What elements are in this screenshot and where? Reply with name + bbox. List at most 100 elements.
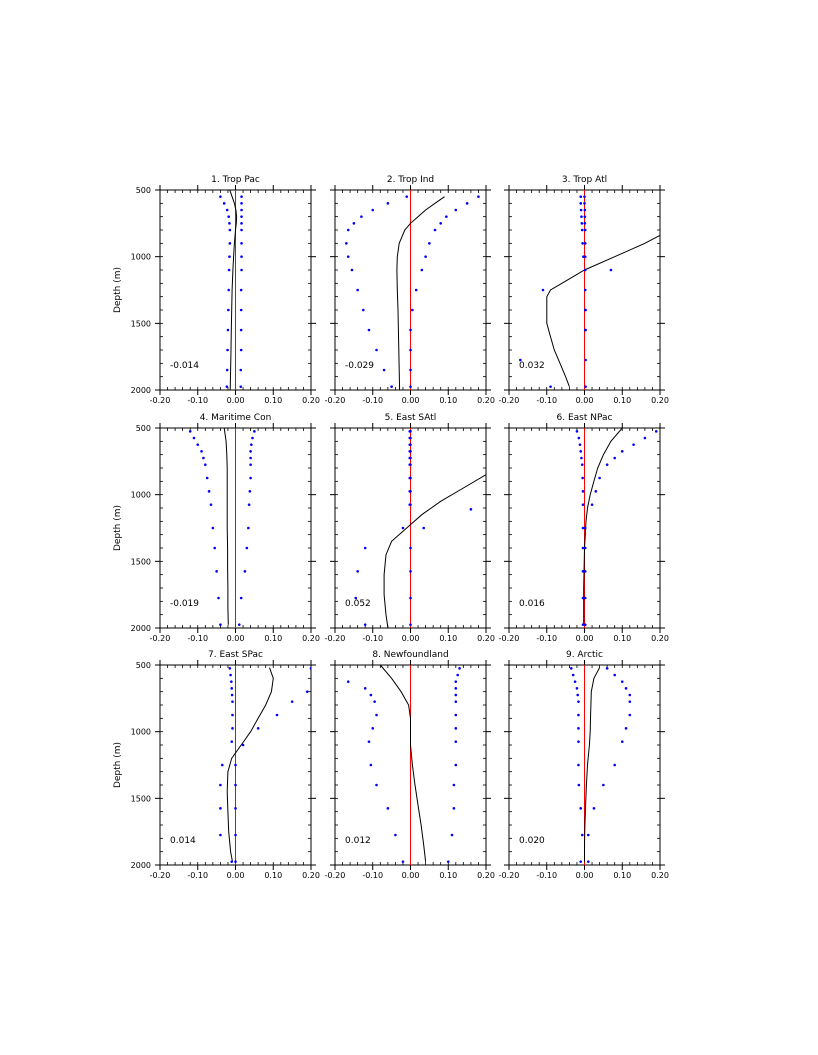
ci-point: [632, 443, 635, 446]
y-tick-label: 1500: [131, 794, 151, 803]
panel-title: 4. Maritime Con: [200, 413, 272, 423]
ci-point: [409, 490, 412, 493]
ci-point: [371, 208, 375, 212]
ci-point: [409, 348, 412, 352]
x-tick-label: 0.00: [402, 396, 420, 405]
ci-point: [613, 456, 616, 460]
ci-point: [579, 208, 583, 212]
ci-point: [409, 328, 412, 332]
ci-point: [237, 623, 241, 626]
ci-point: [583, 546, 587, 550]
ci-point: [409, 456, 412, 460]
model-profile-line: [584, 667, 601, 862]
ci-point: [581, 526, 585, 530]
ci-point: [579, 860, 583, 863]
y-tick-label: 2000: [131, 624, 151, 633]
ci-point: [586, 833, 590, 837]
ci-point: [569, 667, 573, 670]
ci-point: [654, 430, 658, 433]
ci-point: [228, 667, 232, 670]
ci-point: [613, 763, 616, 767]
y-tick-label: 1500: [131, 557, 151, 566]
ci-point: [219, 783, 222, 787]
x-tick-label: -0.20: [150, 634, 171, 643]
ci-point: [239, 385, 243, 388]
ci-point: [628, 700, 632, 703]
ci-point: [420, 268, 424, 272]
ci-point: [583, 228, 587, 232]
ci-point: [454, 713, 458, 717]
ci-point: [239, 328, 243, 332]
plot-area: [569, 667, 632, 863]
x-tick-label: 0.00: [576, 396, 594, 405]
ci-point: [362, 308, 365, 312]
ci-point: [243, 570, 247, 573]
ci-point: [256, 727, 260, 730]
y-tick-label: 500: [136, 661, 151, 670]
ci-point: [363, 546, 367, 550]
model-profile-line: [546, 234, 660, 387]
ci-point: [409, 430, 412, 433]
panel-title: 2. Trop Ind: [387, 175, 434, 185]
x-tick-label: 0.00: [576, 634, 594, 643]
ci-point: [577, 713, 580, 717]
ci-point: [215, 570, 218, 573]
ci-point: [581, 490, 585, 493]
x-tick-label: 0.00: [576, 871, 594, 880]
ci-point: [477, 195, 480, 198]
x-tick-label: 0.10: [439, 871, 457, 880]
ci-point: [605, 463, 609, 466]
ci-point: [409, 463, 412, 466]
ci-point: [239, 308, 243, 312]
ci-point: [583, 255, 587, 258]
ci-point: [220, 763, 224, 767]
x-tick-label: 0.10: [613, 871, 631, 880]
ci-point: [428, 242, 431, 245]
plot-area: [219, 667, 311, 863]
ci-point: [450, 833, 454, 837]
x-tick-label: 0.00: [227, 634, 245, 643]
ci-point: [205, 476, 209, 480]
ci-point: [245, 546, 249, 550]
y-axis-label: Depth (m): [113, 267, 123, 313]
ci-point: [240, 215, 243, 218]
ci-point: [573, 680, 577, 683]
y-tick-label: 500: [136, 424, 151, 433]
ci-point: [386, 807, 390, 810]
ci-point: [241, 743, 245, 747]
plot-area: [345, 195, 480, 390]
ci-point: [230, 687, 234, 690]
ci-point: [227, 215, 231, 218]
x-tick-label: 0.20: [477, 634, 495, 643]
x-tick-label: -0.20: [499, 634, 520, 643]
x-tick-label: -0.10: [536, 871, 557, 880]
x-tick-label: 0.10: [264, 396, 282, 405]
ci-point: [452, 783, 456, 787]
model-profile-line: [379, 665, 427, 862]
x-tick-label: 0.10: [439, 634, 457, 643]
ci-point: [620, 450, 624, 453]
ci-point: [231, 713, 234, 717]
ci-point: [409, 596, 412, 600]
ci-point: [230, 680, 233, 683]
ci-point: [577, 436, 581, 440]
panel-grid: 1. Trop Pac -0.20 -0.10 0.00 0.10 0.20 500 1000…: [113, 175, 669, 880]
ci-point: [253, 430, 256, 433]
x-tick-label: 0.20: [477, 396, 495, 405]
ci-point: [579, 807, 583, 810]
ci-point: [239, 348, 243, 352]
x-tick-label: -0.10: [362, 634, 383, 643]
model-profile-line: [583, 428, 623, 625]
model-profile-line: [383, 474, 486, 628]
ci-point: [584, 358, 587, 362]
ci-point: [454, 693, 458, 697]
panel-1: 1. Trop Pac -0.20 -0.10 0.00 0.10 0.20 500 1000…: [113, 175, 320, 405]
ci-point: [624, 727, 628, 730]
ci-point: [204, 463, 207, 466]
ci-point: [247, 503, 251, 506]
ci-point: [549, 385, 552, 388]
ci-point: [575, 687, 579, 690]
panel-8: 8. Newfoundland -0.20 -0.10 0.00 0.10 0.20 0.0…: [325, 650, 495, 880]
ci-point: [584, 308, 587, 312]
ci-point: [422, 526, 426, 530]
